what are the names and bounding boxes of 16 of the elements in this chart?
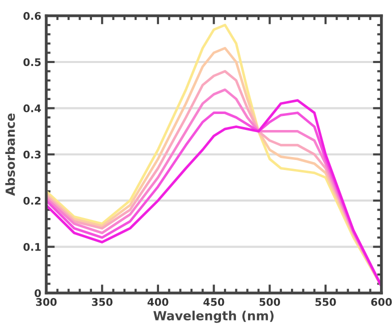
y-tick-label: 0.1	[23, 243, 41, 251]
x-tick-label: 300	[36, 298, 57, 306]
y-axis-title: Absorbance	[5, 114, 15, 196]
x-axis-title: Wavelength (nm)	[153, 310, 274, 323]
x-tick-label: 350	[92, 298, 112, 306]
y-tick-label: 0.3	[23, 150, 41, 158]
x-tick-label: 550	[315, 298, 336, 306]
x-tick-label: 600	[371, 298, 392, 306]
y-tick-label: 0.5	[23, 58, 41, 66]
x-tick-label: 500	[260, 298, 280, 306]
x-tick-label: 400	[148, 298, 168, 306]
x-tick-label: 450	[203, 298, 224, 306]
y-tick-label: 0	[34, 289, 41, 298]
y-tick-label: 0.4	[23, 104, 41, 112]
y-tick-label: 0.6	[23, 12, 41, 20]
y-tick-label: 0.2	[23, 196, 40, 205]
